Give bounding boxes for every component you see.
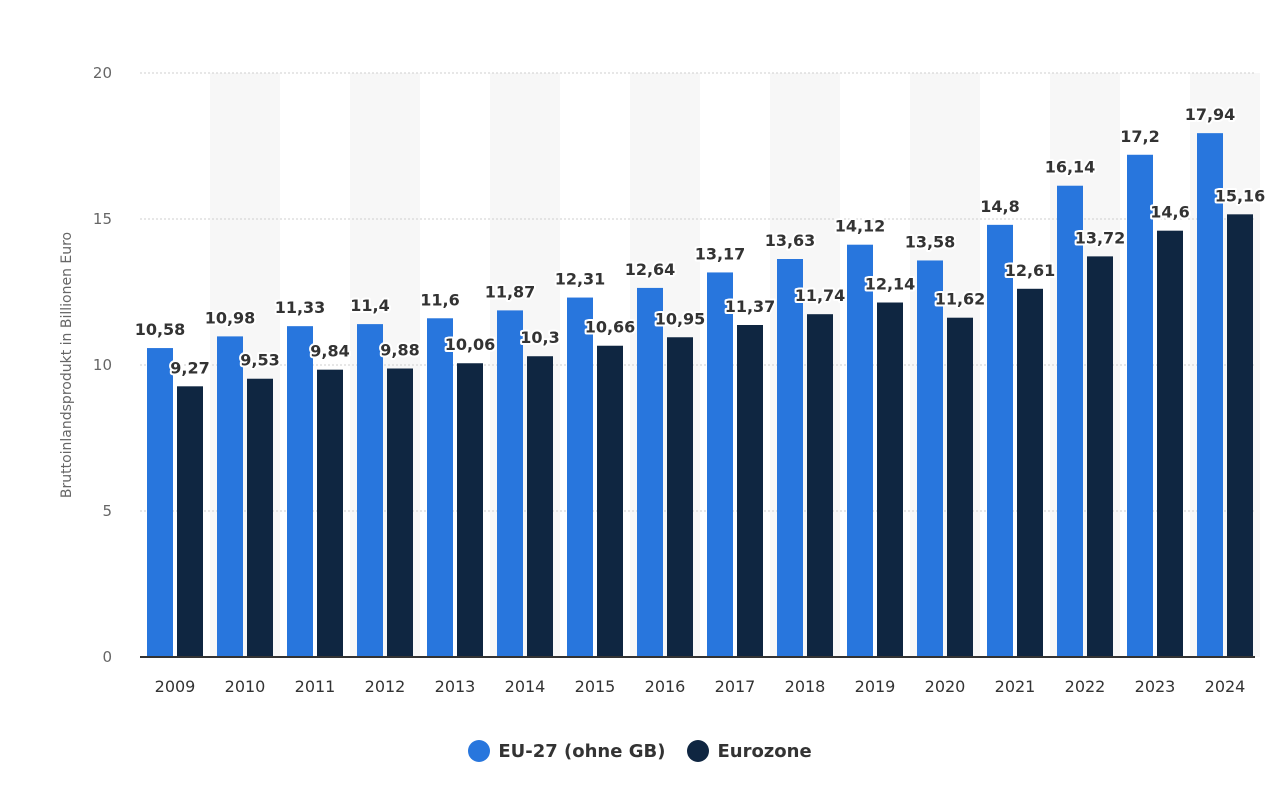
data-label-eurozone: 9,27	[170, 358, 209, 377]
data-label-eu27: 11,33	[275, 298, 326, 317]
data-label-eurozone: 11,37	[725, 297, 776, 316]
data-label-eu27: 12,31	[555, 270, 606, 289]
bar-eu27[interactable]	[1127, 154, 1153, 657]
y-tick-label: 0	[102, 648, 112, 666]
bar-eurozone[interactable]	[387, 368, 413, 657]
bar-eurozone[interactable]	[667, 337, 693, 657]
x-tick-label: 2010	[225, 677, 266, 696]
x-tick-label: 2015	[575, 677, 616, 696]
data-label-eurozone: 10,66	[585, 318, 636, 337]
bar-eu27[interactable]	[987, 224, 1013, 657]
data-label-eu27: 10,58	[135, 320, 186, 339]
y-tick-label: 5	[102, 502, 112, 520]
x-tick-label: 2019	[855, 677, 896, 696]
bar-eurozone[interactable]	[597, 345, 623, 657]
bar-eurozone[interactable]	[1017, 288, 1043, 657]
legend-marker-eu27	[468, 740, 491, 762]
data-label-eurozone: 9,53	[240, 351, 279, 370]
data-label-eurozone: 12,14	[865, 275, 916, 294]
bar-eu27[interactable]	[427, 318, 453, 657]
bar-eurozone[interactable]	[527, 356, 553, 657]
data-labels: 10,58 10,98 11,33 11,4 11,6 11,87 12,31 12,64 13…	[133, 103, 1268, 379]
data-label-eu27: 11,87	[485, 282, 536, 301]
data-label-eurozone: 10,95	[655, 309, 706, 328]
data-label-eurozone: 9,88	[380, 341, 419, 360]
bar-eurozone[interactable]	[737, 324, 763, 657]
x-axis-ticks: 2009 2010 2011 2012 2013 2014 2015 2016 2017 2018…	[155, 677, 1246, 696]
legend-item-eurozone[interactable]: Eurozone	[687, 740, 812, 762]
bars	[147, 133, 1253, 658]
data-label-eu27: 16,14	[1045, 158, 1096, 177]
bar-eu27[interactable]	[777, 259, 803, 657]
bar-eu27[interactable]	[1197, 133, 1223, 658]
bar-eu27[interactable]	[847, 244, 873, 658]
y-axis-label: Bruttoinlandsprodukt in Billionen Euro	[59, 232, 75, 498]
y-tick-label: 15	[93, 210, 112, 228]
legend: EU-27 (ohne GB) Eurozone	[0, 740, 1280, 762]
bar-eu27[interactable]	[1057, 185, 1083, 657]
data-label-eurozone: 10,3	[520, 328, 559, 347]
data-label-eurozone: 11,62	[935, 290, 986, 309]
x-tick-label: 2020	[925, 677, 966, 696]
x-tick-label: 2021	[995, 677, 1036, 696]
legend-item-eu27[interactable]: EU-27 (ohne GB)	[468, 740, 665, 762]
bar-eu27[interactable]	[357, 324, 383, 657]
data-label-eu27: 13,17	[695, 244, 746, 263]
bar-eu27[interactable]	[497, 310, 523, 657]
data-label-eurozone: 14,6	[1150, 203, 1189, 222]
y-tick-label: 10	[93, 356, 112, 374]
bar-eurozone[interactable]	[1087, 256, 1113, 657]
x-tick-label: 2023	[1135, 677, 1176, 696]
x-tick-label: 2017	[715, 677, 756, 696]
data-label-eu27: 17,2	[1120, 127, 1159, 146]
x-tick-label: 2013	[435, 677, 476, 696]
bar-eu27[interactable]	[707, 272, 733, 657]
bar-eu27[interactable]	[567, 297, 593, 657]
bar-chart: 0 5 10 15 20 Bruttoinlandsprodukt in Billion…	[59, 64, 1268, 696]
bar-eurozone[interactable]	[317, 369, 343, 657]
bar-eurozone[interactable]	[1227, 214, 1253, 657]
data-label-eu27: 13,63	[765, 231, 816, 250]
legend-marker-eurozone	[687, 740, 710, 762]
legend-label-eurozone: Eurozone	[717, 740, 812, 762]
bar-eu27[interactable]	[917, 260, 943, 657]
data-label-eurozone: 13,72	[1075, 228, 1126, 247]
x-tick-label: 2009	[155, 677, 196, 696]
data-label-eu27: 11,4	[350, 296, 389, 315]
data-label-eurozone: 15,16	[1215, 186, 1266, 205]
x-tick-label: 2022	[1065, 677, 1106, 696]
data-label-eu27: 10,98	[205, 308, 256, 327]
bar-eu27[interactable]	[147, 348, 173, 657]
bar-eu27[interactable]	[637, 287, 663, 657]
y-tick-label: 20	[93, 64, 112, 82]
data-label-eurozone: 10,06	[445, 335, 496, 354]
x-tick-label: 2012	[365, 677, 406, 696]
x-tick-label: 2018	[785, 677, 826, 696]
x-tick-label: 2011	[295, 677, 336, 696]
x-tick-label: 2024	[1205, 677, 1246, 696]
data-label-eurozone: 11,74	[795, 286, 846, 305]
data-label-eurozone: 9,84	[310, 342, 349, 361]
bar-eurozone[interactable]	[177, 386, 203, 657]
bar-eu27[interactable]	[287, 326, 313, 657]
bar-eurozone[interactable]	[247, 378, 273, 657]
data-label-eurozone: 12,61	[1005, 261, 1056, 280]
bar-eurozone[interactable]	[1157, 230, 1183, 657]
x-tick-label: 2014	[505, 677, 546, 696]
data-label-eu27: 17,94	[1185, 105, 1236, 124]
y-axis-ticks: 0 5 10 15 20	[93, 64, 112, 666]
data-label-eu27: 13,58	[905, 232, 956, 251]
data-label-eu27: 14,12	[835, 217, 886, 236]
legend-label-eu27: EU-27 (ohne GB)	[498, 740, 666, 762]
data-label-eu27: 14,8	[980, 197, 1019, 216]
bar-eurozone[interactable]	[457, 363, 483, 657]
bar-eurozone[interactable]	[947, 317, 973, 657]
bar-eu27[interactable]	[217, 336, 243, 657]
data-label-eu27: 11,6	[420, 290, 459, 309]
bar-eurozone[interactable]	[807, 314, 833, 657]
data-label-eu27: 12,64	[625, 260, 676, 279]
bar-eurozone[interactable]	[877, 302, 903, 657]
x-tick-label: 2016	[645, 677, 686, 696]
